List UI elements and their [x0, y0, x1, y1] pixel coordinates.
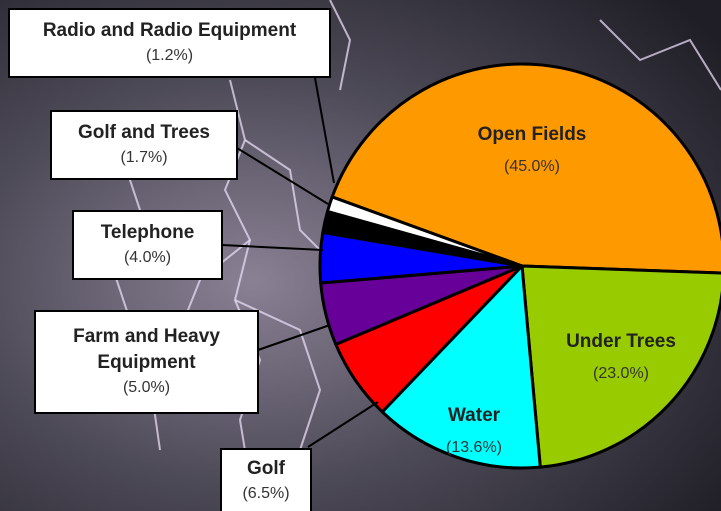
slice-value-label: (6.5%) [242, 482, 289, 506]
callout: Telephone(4.0%) [72, 210, 223, 280]
chart: Open Fields (45.0%) Under Trees (23.0%) Wate… [0, 0, 721, 511]
callout: Golf and Trees(1.7%) [50, 110, 238, 180]
slice-value-label: (1.2%) [146, 44, 193, 68]
callout: Radio and Radio Equipment(1.2%) [8, 8, 331, 78]
slice-value-label: (1.7%) [120, 146, 167, 170]
callout: Golf(6.5%) [220, 448, 312, 511]
slice-value-label: (5.0%) [123, 376, 170, 400]
slice-value-label: (45.0%) [504, 158, 560, 175]
slice-label: Open Fields [478, 124, 587, 145]
slice-label: Under Trees [566, 331, 676, 352]
slice-label: Golf [247, 456, 285, 482]
slice-label: Golf and Trees [78, 120, 210, 146]
slice-value-label: (13.6%) [446, 439, 502, 456]
page: {"chart_data": {"type": "pie", "categori… [0, 0, 721, 511]
slice-label: Telephone [101, 220, 195, 246]
slice-value-label: (23.0%) [593, 365, 649, 382]
slice-label: Radio and Radio Equipment [43, 18, 296, 44]
slice-label: Farm and Heavy Equipment [36, 324, 257, 376]
slice-value-label: (4.0%) [124, 246, 171, 270]
callout: Farm and Heavy Equipment(5.0%) [34, 310, 259, 414]
slice-label: Water [448, 405, 501, 426]
